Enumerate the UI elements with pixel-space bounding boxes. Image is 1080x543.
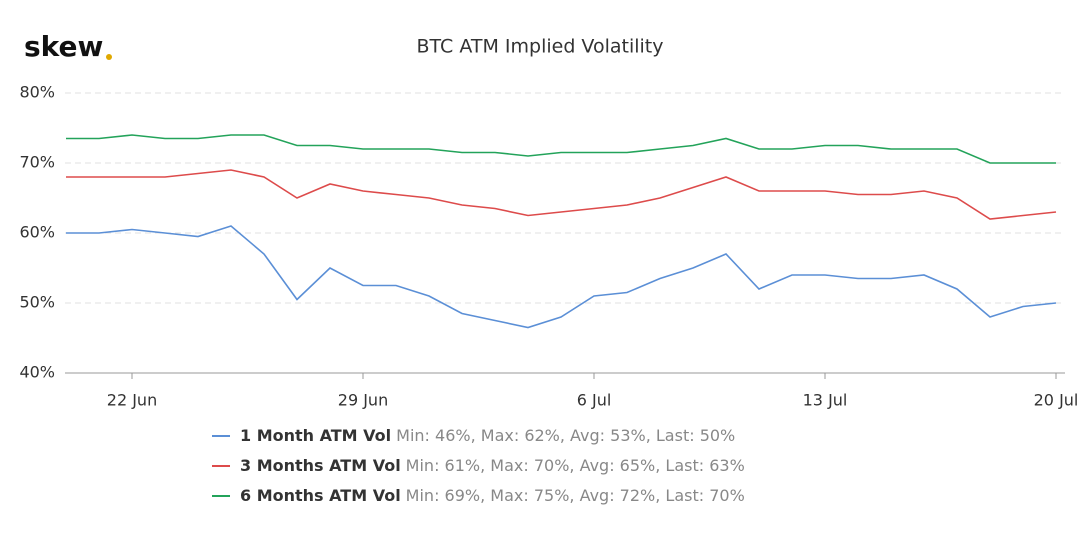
legend-entry: 6 Months ATM Vol Min: 69%, Max: 75%, Avg:… [240,486,745,505]
y-tick-label: 40% [19,363,55,382]
x-tick-label: 20 Jul [1034,391,1079,410]
legend-name: 3 Months ATM Vol [240,456,401,475]
x-tick-label: 22 Jun [107,391,157,410]
legend-entry: 3 Months ATM Vol Min: 61%, Max: 70%, Avg:… [240,456,745,475]
logo-dot [106,54,112,60]
legend-name: 6 Months ATM Vol [240,486,401,505]
y-tick-label: 70% [19,153,55,172]
y-tick-label: 60% [19,223,55,242]
logo: skew [24,30,103,63]
legend-entry: 1 Month ATM Vol Min: 46%, Max: 62%, Avg: … [240,426,735,445]
x-tick-label: 13 Jul [803,391,848,410]
legend-summary: Min: 61%, Max: 70%, Avg: 65%, Last: 63% [406,456,745,475]
line-series [66,225,1057,329]
x-tick-label: 6 Jul [577,391,612,410]
line-series [66,134,1056,164]
y-tick-label: 80% [19,83,55,102]
chart-title: BTC ATM Implied Volatility [417,36,664,58]
legend-summary: Min: 46%, Max: 62%, Avg: 53%, Last: 50% [396,426,735,445]
legend-name: 1 Month ATM Vol [240,426,391,445]
line-series [66,169,1057,220]
x-tick-label: 29 Jun [338,391,388,410]
y-tick-label: 50% [19,293,55,312]
legend-summary: Min: 69%, Max: 75%, Avg: 72%, Last: 70% [406,486,745,505]
